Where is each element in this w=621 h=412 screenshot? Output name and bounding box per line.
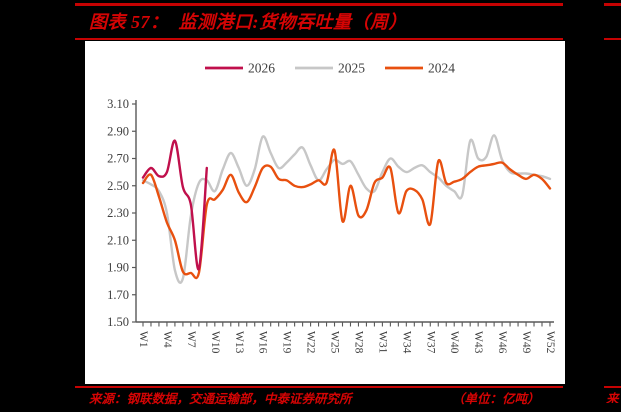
source-text: 来源：钢联数据，交通运输部，中泰证券研究所 [89,392,352,406]
x-tick-label: W31 [376,331,388,354]
source-rule [75,385,563,388]
header-bottom-rule [75,37,563,40]
adjacent-figure-bottom-rule [604,37,621,40]
x-tick-label: W1 [137,331,149,348]
x-tick-label: W46 [496,331,508,354]
x-tick-label: W52 [544,331,556,354]
x-tick-label: W7 [185,331,197,348]
y-tick-label: 1.70 [107,288,129,302]
adjacent-figure-top-rule [604,3,621,6]
y-tick-label: 1.50 [107,315,129,329]
x-tick-label: W28 [352,331,364,354]
series-line-2024 [141,148,552,280]
x-tick-label: W25 [329,331,341,354]
x-tick-label: W43 [472,331,484,354]
x-tick-label: W13 [233,331,245,354]
x-tick-label: W49 [520,331,532,354]
adjacent-figure-text-fragment: 来源 [606,392,619,403]
x-tick-label: W37 [424,331,436,354]
adjacent-figure-source-rule [604,385,621,388]
y-tick-label: 2.30 [107,206,129,220]
legend-label-2025: 2025 [338,61,365,76]
y-tick-label: 3.10 [107,97,129,111]
unit-text: （单位：亿吨） [452,392,540,406]
series-line-2026 [141,139,208,271]
series-line-2025 [141,134,552,284]
figure-title: 图表 57： 监测港口:货物吞吐量（周） [89,12,407,32]
chart-panel: 3.10 2.90 2.70 2.50 2.30 2.10 1.90 1.70 1.50 W1 W4… [85,41,565,384]
y-tick-label: 2.50 [107,179,129,193]
x-tick-label: W4 [161,331,173,348]
x-tick-label: W16 [257,331,269,354]
legend-label-2026: 2026 [248,61,275,76]
throughput-line-chart: 3.10 2.90 2.70 2.50 2.30 2.10 1.90 1.70 1.50 W1 W4… [107,61,556,354]
x-tick-label: W10 [209,331,221,354]
x-tick-label: W22 [305,331,317,354]
y-tick-label: 1.90 [107,261,129,275]
x-tick-label: W34 [400,331,412,354]
y-tick-label: 2.10 [107,233,129,247]
x-tick-label: W19 [281,331,293,354]
x-tick-label: W40 [448,331,460,354]
legend-label-2024: 2024 [428,61,455,76]
header-top-rule [75,3,563,6]
y-tick-label: 2.90 [107,124,129,138]
y-tick-label: 2.70 [107,152,129,166]
